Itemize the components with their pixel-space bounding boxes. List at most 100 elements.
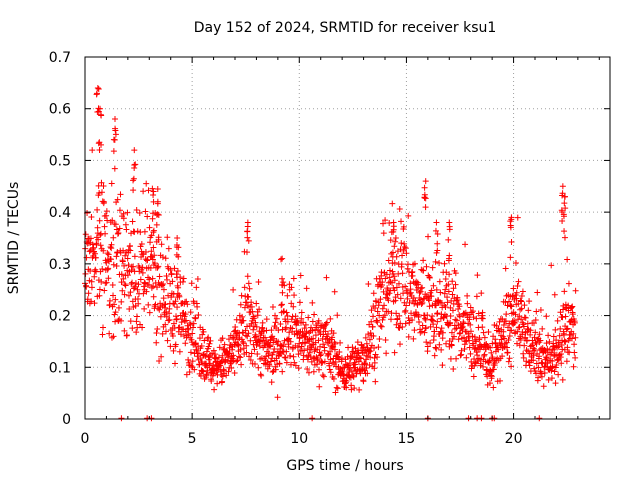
data-point: [481, 351, 488, 358]
data-point: [565, 280, 572, 287]
data-point: [146, 281, 153, 288]
data-point: [119, 258, 126, 265]
data-point: [543, 313, 550, 320]
data-point: [319, 372, 326, 379]
data-point: [377, 322, 384, 329]
data-point: [164, 234, 171, 241]
data-point: [205, 356, 212, 363]
data-point: [180, 275, 187, 282]
data-point: [422, 324, 429, 331]
data-point: [447, 304, 454, 311]
data-point: [147, 264, 154, 271]
data-point: [309, 299, 316, 306]
data-point: [98, 141, 105, 148]
data-point: [283, 309, 290, 316]
data-point: [112, 318, 119, 325]
data-point: [330, 330, 337, 337]
data-point: [88, 214, 95, 221]
data-point: [522, 314, 529, 321]
data-point: [436, 259, 443, 266]
data-point: [421, 315, 428, 322]
data-point: [467, 304, 474, 311]
data-point: [130, 177, 137, 184]
data-point: [536, 331, 543, 338]
data-point: [165, 292, 172, 299]
data-point: [100, 247, 107, 254]
data-point: [247, 337, 254, 344]
data-point: [121, 262, 128, 269]
data-point: [245, 330, 252, 337]
data-point: [467, 321, 474, 328]
data-point: [205, 334, 212, 341]
data-point: [112, 131, 119, 138]
data-point: [541, 346, 548, 353]
data-point: [559, 376, 566, 383]
data-point: [114, 249, 121, 256]
data-point: [513, 289, 520, 296]
data-point: [561, 200, 568, 207]
data-point: [466, 344, 473, 351]
data-point: [287, 338, 294, 345]
data-point: [196, 335, 203, 342]
data-point: [506, 298, 513, 305]
data-point: [183, 371, 190, 378]
data-point: [422, 204, 429, 211]
data-point: [368, 307, 375, 314]
data-point: [376, 312, 383, 319]
data-point: [569, 335, 576, 342]
data-point: [244, 323, 250, 330]
data-point: [507, 224, 514, 231]
data-point: [545, 332, 552, 339]
data-point: [88, 278, 95, 285]
data-point: [571, 349, 578, 356]
data-point: [118, 298, 125, 305]
data-point: [434, 310, 441, 317]
data-point: [118, 317, 124, 324]
data-point: [255, 279, 262, 286]
data-point: [251, 315, 258, 322]
data-point: [380, 220, 387, 227]
data-point: [127, 247, 134, 254]
data-point: [391, 349, 398, 356]
data-point: [158, 353, 165, 360]
data-point: [254, 339, 261, 346]
data-point: [479, 324, 486, 331]
data-point: [337, 339, 344, 346]
data-point: [466, 337, 473, 344]
data-point: [559, 337, 565, 344]
data-point: [387, 237, 394, 244]
data-point: [290, 303, 297, 310]
data-point: [430, 282, 437, 289]
data-point: [382, 275, 389, 282]
data-point: [460, 319, 467, 326]
data-point: [421, 194, 428, 201]
data-point: [146, 224, 153, 231]
data-point: [397, 320, 404, 327]
data-point: [150, 227, 157, 234]
data-point: [140, 290, 147, 297]
data-point: [220, 345, 227, 352]
data-point: [569, 303, 576, 310]
data-point: [256, 306, 263, 313]
chart-title: Day 152 of 2024, SRMTID for receiver ksu…: [194, 20, 497, 36]
data-point: [432, 258, 439, 265]
data-point: [95, 86, 102, 93]
data-point: [566, 349, 573, 356]
data-point: [516, 313, 523, 320]
data-point: [487, 344, 494, 351]
data-point: [240, 340, 247, 347]
data-point: [383, 290, 390, 297]
data-point: [257, 371, 264, 378]
data-point: [110, 292, 117, 299]
data-point: [149, 275, 156, 282]
data-point: [533, 360, 540, 367]
data-point: [540, 383, 547, 390]
data-point: [298, 309, 305, 316]
data-point: [366, 336, 373, 343]
data-point: [110, 148, 117, 155]
data-point: [365, 331, 372, 338]
data-point: [402, 320, 409, 327]
data-point: [461, 341, 468, 348]
data-point: [284, 318, 291, 325]
data-point: [468, 309, 475, 316]
